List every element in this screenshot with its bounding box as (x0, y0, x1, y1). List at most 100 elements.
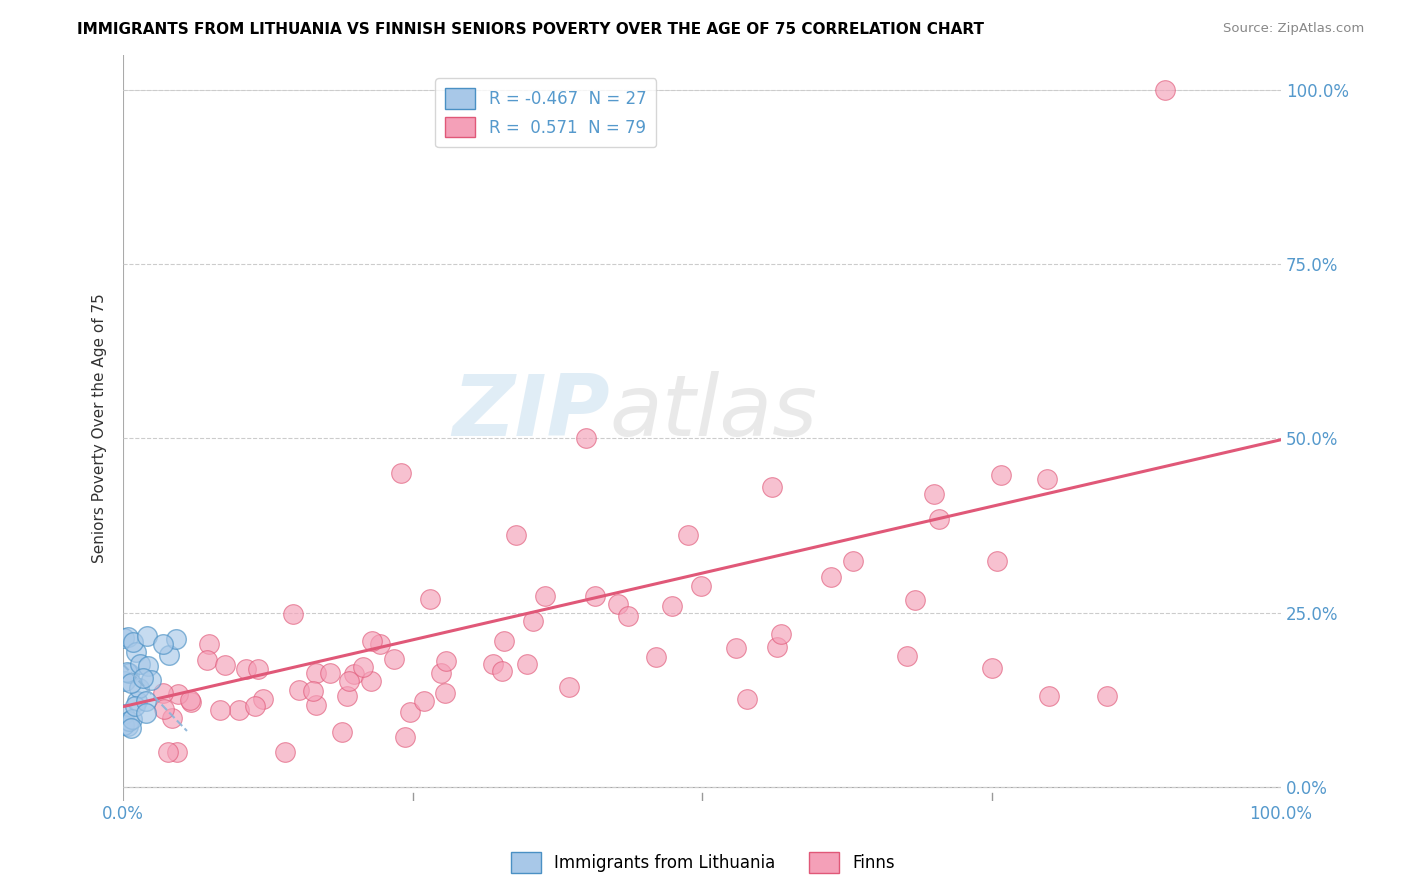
Legend: Immigrants from Lithuania, Finns: Immigrants from Lithuania, Finns (505, 846, 901, 880)
Point (419, 592, 441, 607)
Point (124, 698, 146, 713)
Point (761, 480, 783, 494)
Point (735, 692, 758, 706)
Point (157, 648, 180, 663)
Point (766, 640, 789, 654)
Point (481, 657, 503, 672)
Point (246, 662, 269, 676)
Point (180, 695, 202, 709)
Point (114, 673, 136, 688)
Point (1097, 689, 1119, 703)
Point (505, 528, 527, 542)
Point (361, 633, 384, 648)
Point (288, 682, 311, 697)
Legend: R = -0.467  N = 27, R =  0.571  N = 79: R = -0.467 N = 27, R = 0.571 N = 79 (436, 78, 657, 147)
Point (430, 665, 453, 680)
Point (209, 703, 232, 717)
Point (125, 645, 148, 659)
Point (337, 673, 360, 688)
Point (352, 659, 374, 673)
Point (157, 745, 180, 759)
Point (342, 667, 364, 681)
Point (575, 431, 598, 445)
Point (516, 657, 538, 672)
Point (283, 607, 305, 621)
Point (413, 694, 436, 708)
Point (382, 651, 405, 665)
Point (336, 690, 359, 704)
Point (318, 666, 340, 681)
Text: Source: ZipAtlas.com: Source: ZipAtlas.com (1223, 22, 1364, 36)
Point (389, 466, 412, 480)
Point (118, 714, 141, 729)
Point (770, 627, 793, 641)
Point (152, 686, 174, 700)
Point (1154, 83, 1177, 97)
Point (214, 658, 236, 673)
Point (676, 527, 699, 541)
Point (162, 711, 184, 725)
Point (558, 681, 581, 695)
Point (1036, 472, 1059, 486)
Text: ZIP: ZIP (451, 371, 610, 454)
Point (235, 662, 257, 676)
Point (305, 665, 328, 680)
Point (152, 637, 174, 651)
Point (928, 511, 950, 525)
Point (1038, 689, 1060, 703)
Point (136, 629, 159, 643)
Point (117, 630, 139, 644)
Point (197, 637, 219, 651)
Point (922, 487, 945, 501)
Point (129, 657, 152, 672)
Point (121, 712, 143, 726)
Point (398, 706, 420, 720)
Point (179, 692, 201, 706)
Point (121, 635, 143, 649)
Point (990, 468, 1012, 483)
Point (896, 648, 918, 663)
Point (228, 703, 250, 717)
Point (645, 650, 668, 665)
Point (136, 659, 159, 673)
Point (842, 554, 865, 568)
Point (980, 661, 1002, 675)
Point (274, 745, 297, 759)
Point (115, 665, 138, 679)
Point (112, 632, 135, 646)
Point (820, 570, 842, 584)
Point (252, 691, 274, 706)
Point (394, 730, 416, 744)
Point (661, 599, 683, 613)
Point (112, 717, 135, 731)
Point (141, 673, 163, 688)
Point (583, 590, 606, 604)
Point (135, 706, 157, 720)
Point (330, 725, 353, 739)
Point (304, 698, 326, 712)
Point (607, 598, 630, 612)
Point (132, 671, 155, 685)
Point (118, 666, 141, 681)
Point (616, 609, 638, 624)
Point (434, 686, 457, 700)
Point (522, 614, 544, 628)
Point (724, 641, 747, 656)
Point (135, 693, 157, 707)
Point (368, 637, 391, 651)
Point (301, 683, 323, 698)
Point (434, 654, 457, 668)
Point (120, 721, 142, 735)
Point (903, 592, 925, 607)
Point (166, 745, 188, 759)
Point (360, 673, 382, 688)
Point (127, 694, 149, 708)
Point (167, 687, 190, 701)
Text: atlas: atlas (610, 371, 817, 454)
Point (165, 632, 187, 647)
Y-axis label: Seniors Poverty Over the Age of 75: Seniors Poverty Over the Age of 75 (93, 293, 107, 563)
Point (491, 664, 513, 678)
Point (690, 579, 713, 593)
Point (986, 554, 1008, 568)
Point (243, 699, 266, 714)
